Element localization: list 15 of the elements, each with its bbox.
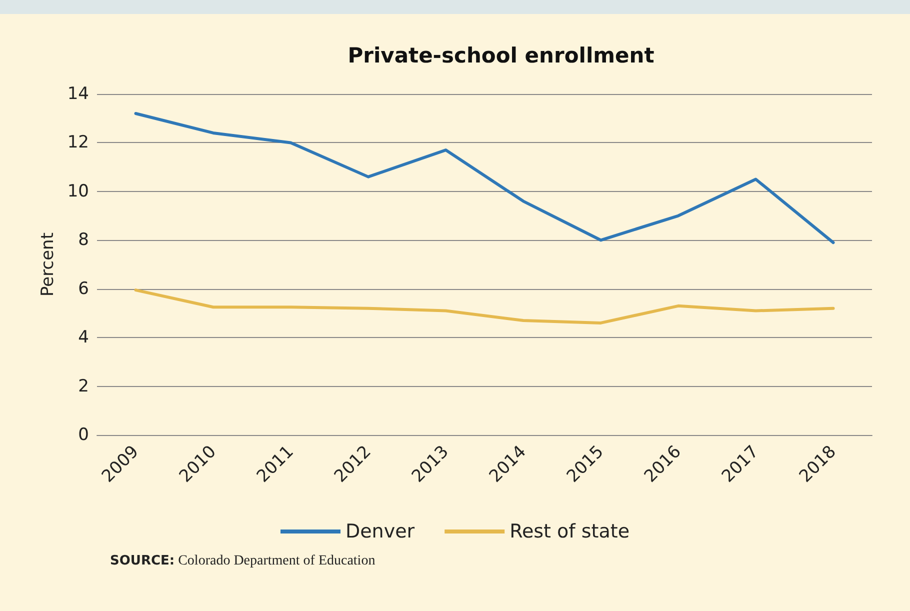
y-tick-label: 2 — [78, 376, 89, 396]
y-axis-title: Percent — [38, 232, 58, 296]
y-tick-label: 12 — [67, 132, 89, 153]
legend-label: Rest of state — [510, 520, 630, 542]
y-tick-label: 4 — [78, 328, 89, 348]
y-tick-label: 0 — [78, 425, 89, 445]
line-series — [134, 288, 835, 324]
y-tick-label: 8 — [78, 230, 89, 250]
line-series — [134, 112, 835, 244]
source-note: SOURCE: Colorado Department of Education — [110, 554, 376, 568]
y-tick-label: 14 — [67, 84, 89, 104]
y-tick-label: 10 — [67, 181, 89, 202]
legend-label: Denver — [345, 520, 415, 542]
chart-title: Private-school enrollment — [348, 44, 654, 68]
y-tick-label: 6 — [78, 278, 89, 299]
